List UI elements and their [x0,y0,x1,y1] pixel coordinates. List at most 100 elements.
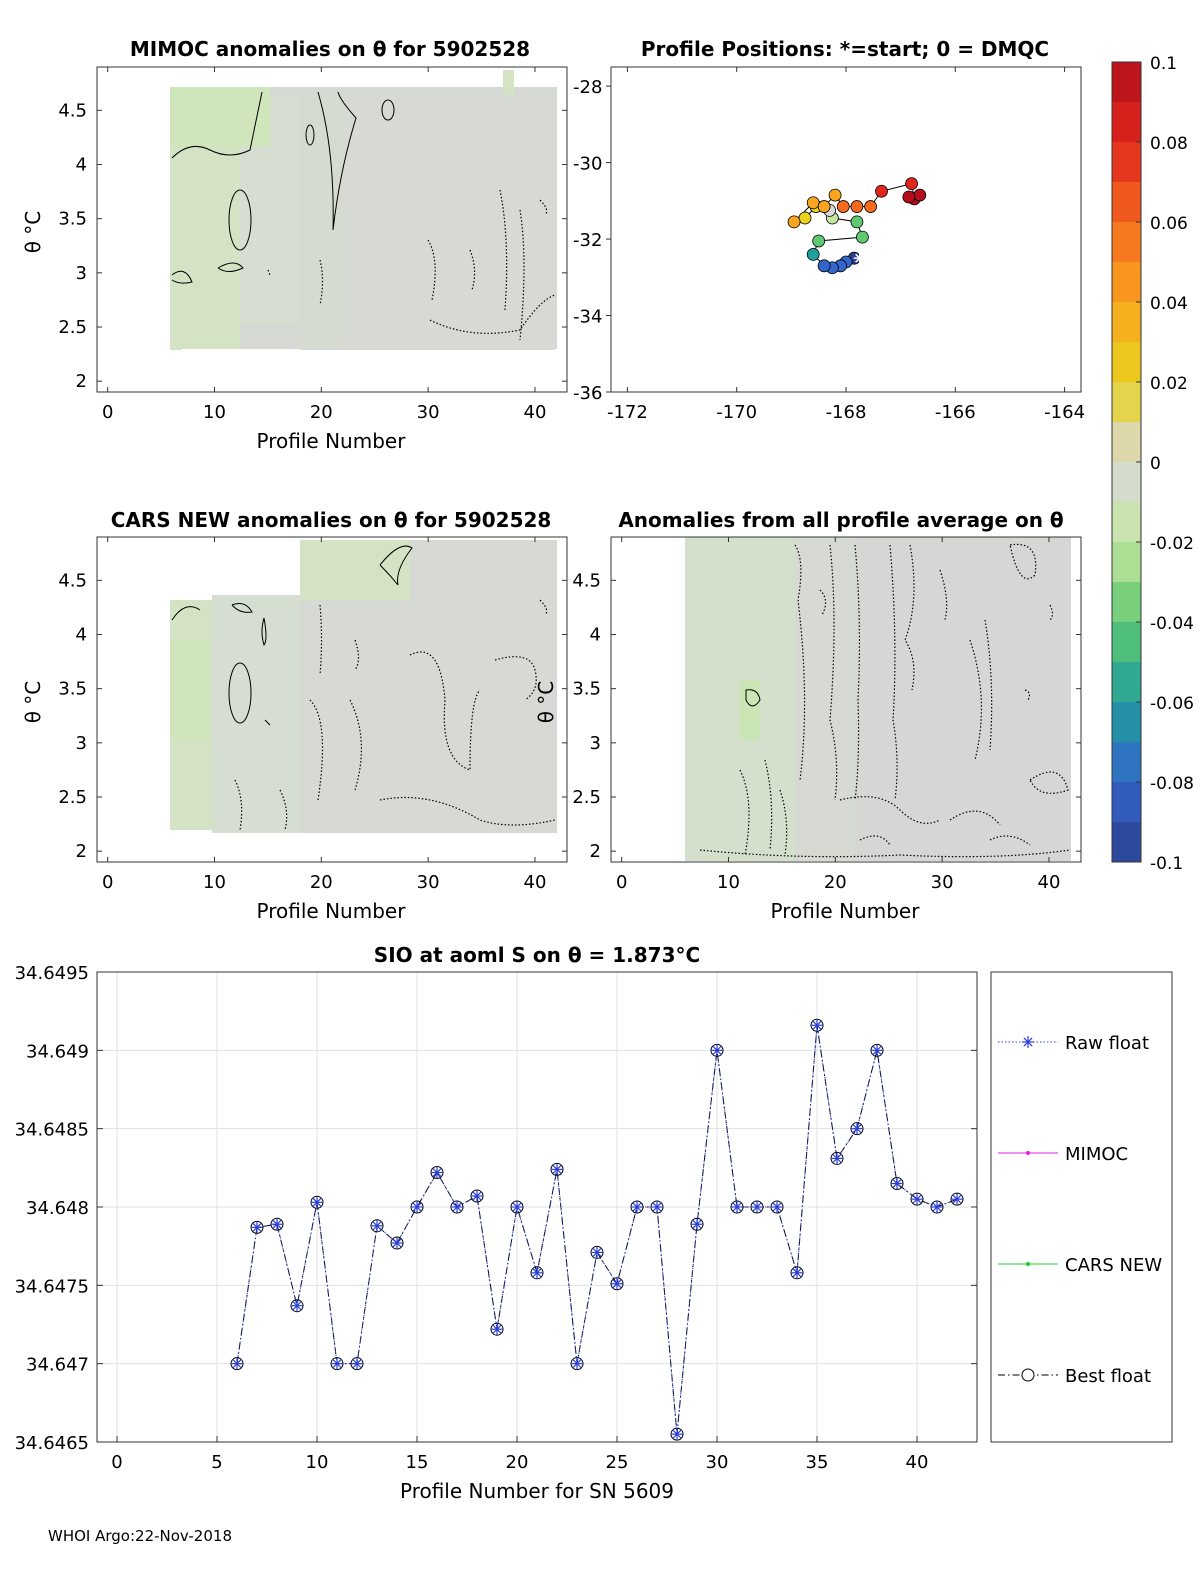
y-tick-label: 4 [590,625,601,646]
x-tick-label: 30 [417,872,440,893]
cars-panel: CARS NEW anomalies on θ for 5902528 0 10 2… [21,508,568,923]
x-tick-label: 40 [524,402,547,423]
y-tick-label: 4 [76,625,87,646]
colorbar-band [1112,622,1141,663]
profile-position-marker [913,188,927,202]
raw-float-point [651,1201,663,1213]
x-tick-label: 10 [717,872,740,893]
raw-float-point [771,1201,783,1213]
y-tick-label: 34.6485 [15,1120,89,1141]
mimoc-axes [96,66,568,393]
y-tick-label: 34.6465 [15,1433,89,1454]
x-tick-label: 0 [102,402,113,423]
y-tick-label: 2.5 [572,787,601,808]
raw-float-point [631,1201,643,1213]
x-tick-label: -166 [935,402,976,423]
allprof-axes [610,536,1082,863]
colorbar-band [1112,502,1141,543]
legend: Raw float MIMOC CARS NEW Best float [990,971,1173,1443]
x-tick-label: 20 [506,1452,529,1473]
colorbar-band [1112,262,1141,303]
allprof-ylabel: θ °C [534,681,558,724]
mimoc-panel: MIMOC anomalies on θ for 5902528 0 10 20 30… [21,37,568,453]
raw-float-point [931,1201,943,1213]
x-tick-label: 20 [824,872,847,893]
legend-box [990,971,1173,1443]
legend-item: MIMOC [998,1144,1128,1165]
chart-yaxis: 34.6465 34.647 34.6475 34.648 34.6485 34.649 3… [15,963,977,1454]
colorbar-band [1112,742,1141,783]
raw-float-point [431,1166,443,1179]
y-tick-label: 4.5 [572,570,601,591]
raw-float-point [451,1201,463,1213]
colorbar-ticks: 0.1 0.08 0.06 0.04 0.02 0 -0.02 -0.04 -0.06 -0.08… [1136,54,1194,874]
allprof-xlabel: Profile Number [771,899,921,923]
raw-float-point [491,1323,503,1336]
raw-float-point [891,1177,903,1190]
profile-position-marker [817,200,831,213]
cars-xlabel: Profile Number [257,899,407,923]
allprof-yaxis: 2 2.5 3 3.5 4 4.5 [572,570,1081,862]
chart-grid [97,971,977,1443]
profile-position-marker [875,184,888,198]
legend-label: Best float [1065,1366,1151,1387]
colorbar-tick-label: 0.02 [1150,374,1188,394]
x-tick-label: -168 [826,402,867,423]
colorbar-tick-label: 0.04 [1150,294,1188,314]
colorbar-tick-label: 0 [1150,454,1161,474]
profile-position-marker [806,196,820,210]
x-tick-label: 30 [931,872,954,893]
y-tick-label: -32 [573,230,602,251]
raw-float-point [711,1044,723,1057]
y-tick-label: 2 [76,841,87,862]
y-tick-label: -30 [573,154,602,175]
y-tick-label: 3.5 [572,679,601,700]
colorbar-tick-label: 0.06 [1150,214,1188,234]
mimoc-heatmap [170,70,557,350]
y-tick-label: 3 [590,733,601,754]
colorbar-band [1112,422,1141,463]
raw-float-point [591,1246,603,1259]
allprof-heatmap [685,537,1071,861]
profile-position-marker [836,200,850,213]
raw-float-point [271,1218,283,1231]
raw-float-point [831,1152,843,1165]
y-tick-label: -28 [573,77,602,98]
colorbar-band [1112,222,1141,263]
colorbar-tick-label: 0.08 [1150,134,1188,154]
raw-float-point [911,1193,923,1206]
mimoc-ylabel: θ °C [21,211,45,254]
colorbar-band [1112,342,1141,383]
cars-ylabel: θ °C [21,681,45,724]
x-tick-label: 40 [524,872,547,893]
x-tick-label: 30 [417,402,440,423]
cars-axes [96,536,568,863]
allprof-panel: Anomalies from all profile average on θ … [534,508,1082,923]
raw-float-point [231,1357,243,1370]
profile-position-marker [855,230,869,244]
x-tick-label: -172 [607,402,648,423]
profile-position-marker [787,215,801,229]
raw-float-point [571,1357,583,1370]
raw-float-line [236,1025,958,1435]
raw-float-point [671,1428,683,1441]
colorbar-tick-label: 0.1 [1150,54,1177,74]
y-tick-label: 2 [590,841,601,862]
colorbar-band [1112,542,1141,583]
profile-position-marker [812,234,826,248]
y-tick-label: 34.6475 [15,1276,89,1297]
y-tick-label: 3 [76,733,87,754]
raw-float-point [411,1201,423,1213]
cars-xaxis: 0 10 20 30 40 [102,537,546,893]
raw-float-point [291,1299,303,1312]
mimoc-yaxis: 2 2.5 3 3.5 4 4.5 [58,100,567,392]
positions-track [787,177,927,275]
y-tick-label: 2.5 [58,787,87,808]
x-tick-label: 5 [211,1452,222,1473]
profile-position-marker [828,188,842,202]
x-tick-label: 40 [1038,872,1061,893]
x-tick-label: 0 [111,1452,122,1473]
x-tick-label: 0 [616,872,627,893]
legend-item: CARS NEW [998,1255,1162,1276]
raw-float-point [371,1219,383,1232]
